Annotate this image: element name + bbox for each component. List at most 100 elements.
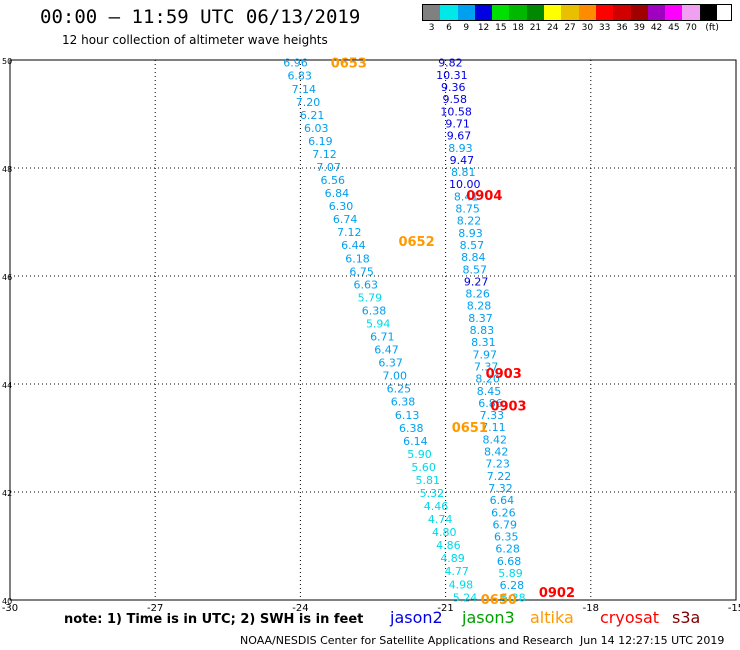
legend-swatch [699,5,718,20]
wave-height-label: 6.14 [403,435,428,448]
wave-height-label: 8.57 [463,263,488,276]
legend-swatch [647,5,666,20]
wave-height-label: 7.20 [296,96,321,109]
wave-height-label: 8.45 [477,385,502,398]
wave-height-label: 7.14 [292,83,317,96]
wave-height-label: 6.56 [320,174,345,187]
wave-height-label: 9.71 [445,117,470,130]
wave-height-label: 5.79 [358,291,383,304]
wave-height-label: 4.80 [432,526,457,539]
wave-height-label: 7.37 [474,360,499,373]
legend-swatch [665,5,683,20]
lon-tick-label: -18 [583,603,599,614]
wave-height-label: 10.31 [436,69,468,82]
wave-height-label: 6.96 [283,57,308,70]
wave-height-label: 8.31 [471,336,496,349]
legend-swatch [509,5,527,20]
wave-height-label: 6.79 [493,518,518,531]
wave-height-label: 4.86 [436,539,461,552]
pass-time-label: 0904 [466,189,502,204]
wave-height-label: 6.25 [387,383,412,396]
legend-swatch [423,5,441,20]
legend-swatch [578,5,596,20]
wave-height-label: 5.24 [453,591,478,604]
wave-height-label: 10.58 [440,105,472,118]
lon-tick-label: -30 [2,603,18,614]
wave-height-label: 5.90 [407,448,432,461]
wave-height-label: 8.81 [451,166,476,179]
wave-height-label: 6.38 [362,304,387,317]
wave-height-label: 8.20 [475,373,500,386]
wave-height-label: 7.33 [480,409,505,422]
legend-ticks: 3 6 9 12 15 18 21 24 27 30 33 36 39 42 45 70 (ft) [422,21,732,35]
footer-timestamp: Jun 14 12:27:15 UTC 2019 [580,634,725,647]
lat-tick-label: 46 [2,273,12,282]
legend-tick-label: 3 [428,23,435,33]
wave-height-label: 6.71 [370,331,395,344]
wave-height-label: 7.12 [312,148,337,161]
legend-tick-label: 24 [547,23,559,33]
wave-height-label: 6.28 [495,543,520,556]
lat-tick-label: 40 [2,597,12,606]
legend-tick-label: 36 [616,23,628,33]
wave-height-label: 6.18 [345,252,370,265]
legend-tick-label: 27 [564,23,576,33]
wave-height-label: 4.46 [424,500,449,513]
wave-height-label: 9.36 [441,81,466,94]
wave-height-label: 4.98 [449,578,474,591]
wave-height-label: 9.58 [442,93,467,106]
satellite-cryosat: cryosat [600,608,660,627]
lat-tick-label: 50 [2,57,12,66]
wave-height-label: 7.12 [337,226,362,239]
wave-height-label: 5.60 [411,461,436,474]
legend-swatch [440,5,458,20]
wave-height-label: 6.44 [341,239,366,252]
pass-time-label: 0650 [481,593,517,608]
legend-tick-label: 18 [512,23,524,33]
pass-time-label: 0902 [539,586,575,601]
wave-height-label: 8.93 [448,142,473,155]
wave-height-label: 8.84 [461,251,486,264]
lat-tick-label: 44 [2,381,12,390]
wave-height-label: 6.21 [300,109,325,122]
wave-height-label: 6.84 [325,187,350,200]
wave-height-label: 6.38 [391,396,416,409]
lon-tick-label: -21 [437,603,453,614]
legend-swatch [561,5,579,20]
wave-height-label: 6.37 [378,357,403,370]
satellite-altika: altika [530,608,574,627]
wave-height-label: 7.97 [473,348,498,361]
wave-height-label: 9.27 [464,275,489,288]
wave-height-label: 9.82 [438,57,463,70]
wave-height-label: 6.35 [494,531,519,544]
wave-height-label: 6.83 [287,70,312,83]
legend-tick-label: 12 [477,23,490,33]
wave-height-label: 6.68 [497,555,522,568]
legend-swatches [422,4,732,21]
map-frame [9,59,737,601]
pass-time-label: 0652 [398,235,434,250]
wave-height-label: 8.57 [460,239,485,252]
wave-height-label: 7.07 [316,161,341,174]
wave-height-label: 7.23 [485,458,510,471]
wave-height-label: 6.74 [333,213,358,226]
legend-tick-label: 70 [685,23,697,33]
satellite-jason3: jason3 [462,608,515,627]
wave-height-label: 6.30 [329,200,354,213]
wave-height-label: 6.03 [304,122,329,135]
wave-height-label: 6.63 [354,278,379,291]
wave-height-label: 4.89 [440,552,465,565]
wave-height-label: 8.42 [483,433,508,446]
wave-height-label: 7.11 [481,421,506,434]
wave-height-label: 6.75 [349,265,374,278]
legend-tick-label: 6 [446,23,452,33]
legend-tick-label: 42 [650,23,663,33]
pass-time-label: 0651 [452,421,488,436]
wave-height-label: 5.81 [416,474,441,487]
color-legend: 3 6 9 12 15 18 21 24 27 30 33 36 39 42 45 70 (ft) [422,4,732,35]
legend-tick-label: 9 [463,23,470,33]
legend-tick-label: 33 [598,23,611,33]
wave-height-label: 5.28 [501,591,526,604]
wave-height-label: 8.83 [470,324,495,337]
wave-height-label: 6.38 [399,422,424,435]
